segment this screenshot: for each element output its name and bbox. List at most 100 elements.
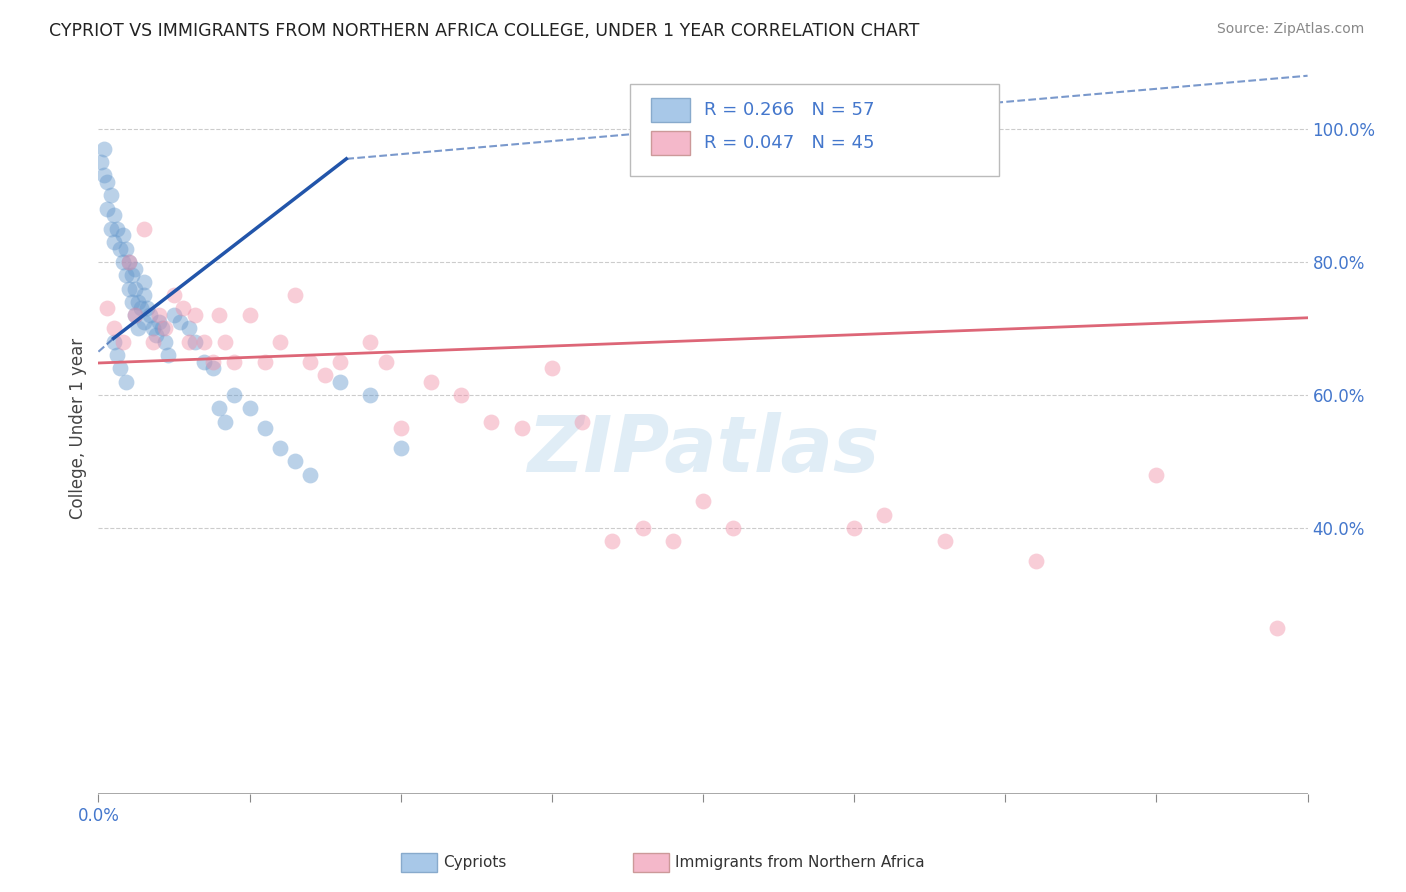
Point <box>253 354 276 368</box>
Point <box>132 288 155 302</box>
Point <box>148 308 170 322</box>
Point <box>214 334 236 349</box>
Point <box>150 321 173 335</box>
Point <box>163 308 186 322</box>
Point <box>153 334 176 349</box>
Point <box>96 202 118 216</box>
Text: Cypriots: Cypriots <box>443 855 506 870</box>
Point <box>118 281 141 295</box>
Point <box>253 421 276 435</box>
Point <box>202 361 225 376</box>
Point <box>450 388 472 402</box>
Point <box>184 308 207 322</box>
Point <box>179 334 201 349</box>
Point <box>132 315 155 329</box>
Point <box>299 467 322 482</box>
Point <box>111 334 134 349</box>
Point <box>103 208 125 222</box>
Point <box>193 334 215 349</box>
Point <box>153 321 176 335</box>
Point <box>389 421 412 435</box>
Point <box>118 255 141 269</box>
Point <box>284 454 307 468</box>
Point <box>135 301 157 316</box>
Point <box>224 354 246 368</box>
Point <box>108 361 131 376</box>
Point <box>179 321 201 335</box>
Point <box>284 288 307 302</box>
Point <box>124 308 146 322</box>
Point <box>96 175 118 189</box>
Point <box>184 334 207 349</box>
Point <box>139 308 162 322</box>
Point <box>239 401 262 416</box>
Point <box>105 348 128 362</box>
Point <box>93 142 115 156</box>
Point <box>103 321 125 335</box>
Point <box>124 261 146 276</box>
Point <box>132 275 155 289</box>
Point <box>100 221 122 235</box>
Point <box>208 401 231 416</box>
Point <box>114 242 136 256</box>
Point <box>105 221 128 235</box>
Point <box>723 521 745 535</box>
Point <box>114 375 136 389</box>
Point <box>269 441 291 455</box>
Text: R = 0.047   N = 45: R = 0.047 N = 45 <box>704 134 875 152</box>
Point <box>100 188 122 202</box>
Point <box>481 415 503 429</box>
Bar <box>651 131 690 154</box>
Point <box>420 375 443 389</box>
Point <box>602 534 624 549</box>
Point <box>90 155 112 169</box>
Point <box>202 354 225 368</box>
Point <box>111 255 134 269</box>
Point <box>108 242 131 256</box>
Point <box>124 308 146 322</box>
Point <box>172 301 194 316</box>
Point <box>148 315 170 329</box>
FancyBboxPatch shape <box>630 85 1000 176</box>
Point <box>142 321 165 335</box>
Point <box>269 334 291 349</box>
Point <box>163 288 186 302</box>
Text: Immigrants from Northern Africa: Immigrants from Northern Africa <box>675 855 925 870</box>
Point <box>224 388 246 402</box>
Point <box>510 421 533 435</box>
Point <box>1144 467 1167 482</box>
Point <box>360 388 382 402</box>
Point <box>1267 621 1289 635</box>
Point <box>129 301 152 316</box>
Point <box>145 328 167 343</box>
Point <box>631 521 654 535</box>
Point <box>103 235 125 249</box>
Point <box>360 334 382 349</box>
Point <box>389 441 412 455</box>
Point <box>329 375 352 389</box>
Point <box>692 494 714 508</box>
Point <box>540 361 562 376</box>
Point <box>374 354 396 368</box>
Point <box>329 354 352 368</box>
Point <box>156 348 179 362</box>
Text: Source: ZipAtlas.com: Source: ZipAtlas.com <box>1216 22 1364 37</box>
Point <box>844 521 866 535</box>
Point <box>114 268 136 283</box>
Point <box>118 255 141 269</box>
Y-axis label: College, Under 1 year: College, Under 1 year <box>69 337 87 519</box>
Point <box>132 221 155 235</box>
Text: ZIPatlas: ZIPatlas <box>527 412 879 488</box>
Point <box>299 354 322 368</box>
Text: R = 0.266   N = 57: R = 0.266 N = 57 <box>704 101 875 119</box>
Text: CYPRIOT VS IMMIGRANTS FROM NORTHERN AFRICA COLLEGE, UNDER 1 YEAR CORRELATION CHA: CYPRIOT VS IMMIGRANTS FROM NORTHERN AFRI… <box>49 22 920 40</box>
Point <box>934 534 956 549</box>
Point <box>873 508 896 522</box>
Point <box>93 169 115 183</box>
Point <box>1024 554 1046 568</box>
Point <box>214 415 236 429</box>
Point <box>127 294 149 309</box>
Point <box>193 354 215 368</box>
Point <box>662 534 685 549</box>
Point <box>111 228 134 243</box>
